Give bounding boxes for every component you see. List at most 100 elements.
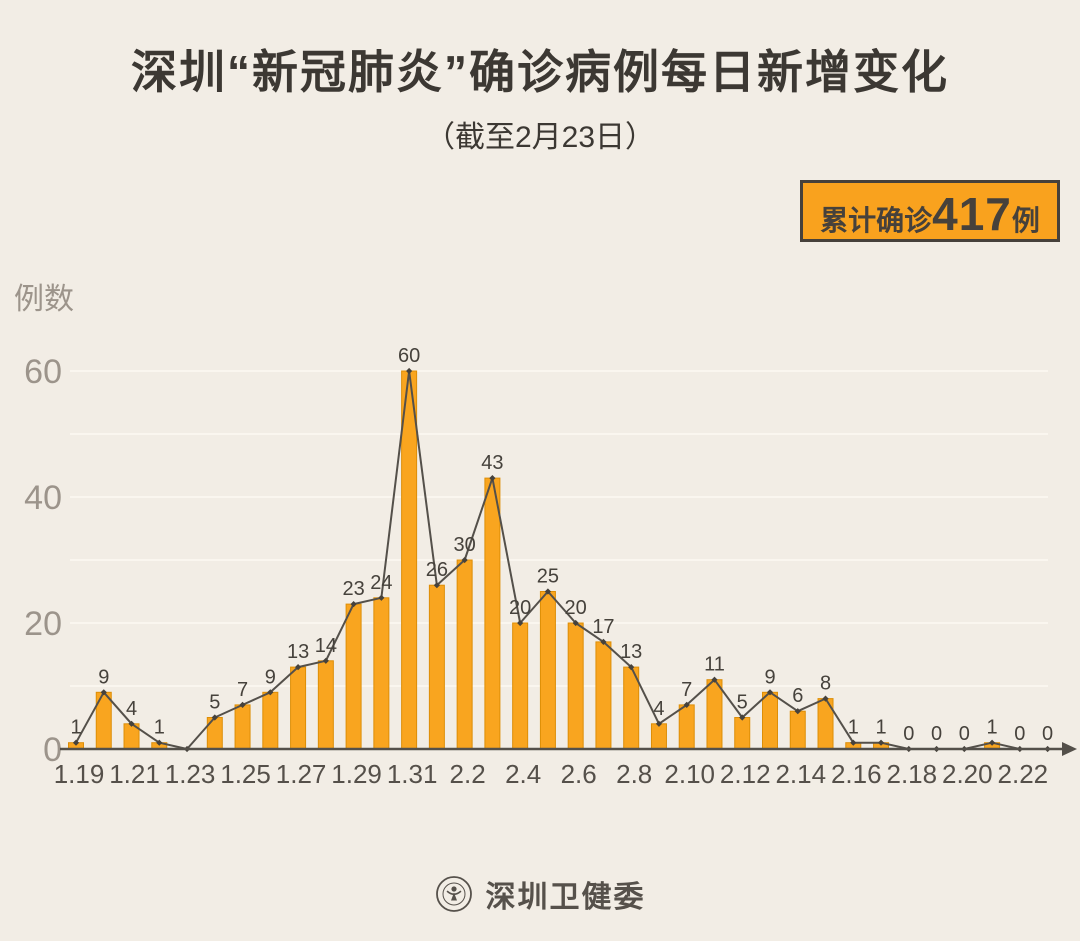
badge-prefix-label: 累计确诊 <box>820 205 933 236</box>
point-value-label: 1 <box>154 717 165 739</box>
footer-org-name: 深圳卫健委 <box>485 881 646 914</box>
badge-suffix-label: 例 <box>1011 205 1040 236</box>
point-marker <box>850 739 857 746</box>
point-marker <box>628 664 635 671</box>
point-marker <box>794 708 801 715</box>
bar <box>234 704 251 750</box>
point-value-label: 23 <box>342 578 364 600</box>
x-tick-label: 2.10 <box>664 759 715 789</box>
bar <box>678 704 695 750</box>
point-marker <box>211 714 218 721</box>
point-marker <box>267 689 274 696</box>
x-tick-label: 2.6 <box>561 759 597 789</box>
point-value-label: 0 <box>1014 723 1025 745</box>
point-marker <box>489 475 496 482</box>
y-axis-unit-label: 例数 <box>14 283 74 316</box>
x-tick-label: 1.27 <box>276 759 327 789</box>
point-value-label: 5 <box>737 692 748 714</box>
x-tick-label: 2.18 <box>886 759 937 789</box>
y-tick-label: 20 <box>24 605 62 643</box>
x-tick-label: 2.14 <box>775 759 826 789</box>
y-tick-label: 0 <box>43 731 62 769</box>
x-tick-label: 2.8 <box>616 759 652 789</box>
x-tick-label: 2.2 <box>450 759 486 789</box>
footer: 深圳卫健委 <box>0 872 1080 916</box>
badge-total-value: 417 <box>932 188 1012 240</box>
bar <box>428 584 445 750</box>
point-value-label: 43 <box>481 452 503 474</box>
bar <box>650 723 667 750</box>
point-marker <box>156 739 163 746</box>
point-value-label: 25 <box>537 566 559 588</box>
bar <box>373 597 390 750</box>
point-marker <box>711 676 718 683</box>
bar <box>317 660 334 750</box>
x-tick-label: 1.23 <box>165 759 216 789</box>
page-subtitle: （截至2月23日） <box>424 121 656 154</box>
point-value-label: 1 <box>848 717 859 739</box>
point-value-label: 30 <box>454 534 476 556</box>
point-marker <box>766 689 774 696</box>
point-value-label: 24 <box>370 572 392 594</box>
point-marker <box>600 638 607 645</box>
y-tick-label: 40 <box>24 479 62 517</box>
point-value-label: 60 <box>398 345 420 367</box>
point-value-label: 20 <box>565 597 587 619</box>
point-value-label: 20 <box>509 597 531 619</box>
bar <box>734 717 751 750</box>
point-marker <box>433 582 440 589</box>
point-marker <box>100 689 107 696</box>
bar <box>539 591 556 750</box>
point-value-label: 4 <box>126 698 137 720</box>
point-marker <box>322 657 329 664</box>
bar <box>262 691 279 750</box>
point-value-label: 26 <box>426 559 448 581</box>
point-marker <box>683 701 690 708</box>
point-value-label: 9 <box>265 666 276 688</box>
point-value-label: 6 <box>792 685 803 707</box>
x-tick-label: 2.16 <box>831 759 882 789</box>
x-tick-label: 1.31 <box>387 759 438 789</box>
bar <box>290 666 307 750</box>
point-marker <box>988 739 996 746</box>
point-marker <box>128 720 135 727</box>
point-value-label: 0 <box>1042 723 1053 745</box>
x-tick-label: 1.19 <box>54 759 105 789</box>
point-value-label: 7 <box>237 679 248 701</box>
bar <box>706 679 723 750</box>
trend-line <box>75 370 1048 750</box>
health-commission-logo-icon <box>435 876 472 912</box>
point-value-label: 4 <box>653 698 664 720</box>
x-axis-arrow-icon <box>1062 742 1077 756</box>
point-marker <box>544 588 552 595</box>
x-tick-label: 1.21 <box>109 759 160 789</box>
bar <box>595 641 612 750</box>
point-marker <box>877 739 885 746</box>
bar <box>762 691 778 750</box>
bar <box>789 710 806 750</box>
y-tick-label: 60 <box>24 353 62 391</box>
point-value-label: 1 <box>875 717 886 739</box>
point-marker <box>406 367 413 375</box>
cumulative-total-badge: 累计确诊 417 例 <box>800 180 1060 242</box>
point-value-label: 9 <box>764 666 775 688</box>
point-value-label: 13 <box>620 641 642 663</box>
point-value-label: 1 <box>987 717 998 739</box>
point-marker <box>461 556 468 564</box>
x-tick-label: 2.12 <box>720 759 771 789</box>
point-marker <box>350 601 357 608</box>
point-marker <box>655 720 663 727</box>
point-marker <box>739 714 746 721</box>
bar <box>567 622 584 750</box>
bar <box>484 477 501 750</box>
point-marker <box>378 594 385 601</box>
page-title: 深圳“新冠肺炎”确诊病例每日新增变化 <box>131 46 949 98</box>
point-marker <box>822 695 829 702</box>
point-marker <box>72 739 80 746</box>
point-value-label: 9 <box>98 666 109 688</box>
point-marker <box>517 619 524 627</box>
point-marker <box>572 619 579 627</box>
bar <box>456 559 473 750</box>
point-value-label: 8 <box>820 673 831 695</box>
